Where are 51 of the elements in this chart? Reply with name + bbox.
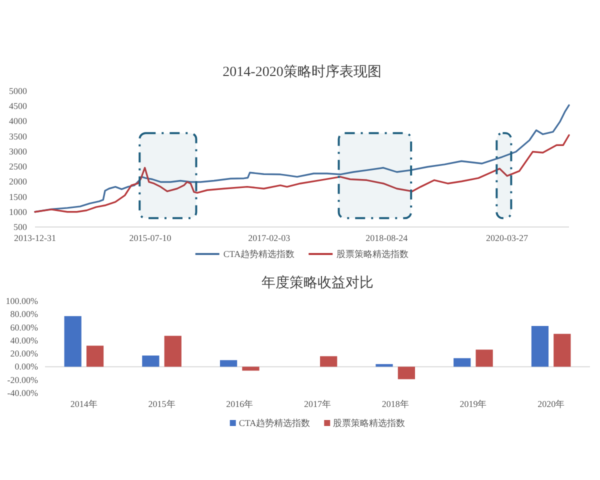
y-tick-label: 100.00% [6, 296, 38, 306]
x-tick-label: 2014年 [70, 399, 98, 409]
legend-label: CTA趋势精选指数 [238, 418, 310, 428]
bar [220, 360, 238, 367]
y-tick-label: 1500 [9, 192, 28, 202]
y-tick-label: 0.00% [14, 362, 38, 372]
bar [164, 336, 182, 367]
y-tick-label: 2500 [9, 162, 28, 172]
line-series [34, 104, 570, 213]
bar [86, 346, 104, 367]
legend-label: CTA趋势精选指数 [223, 249, 295, 259]
y-tick-label: 40.00% [10, 335, 38, 346]
bar [320, 356, 338, 367]
y-tick-label: 3500 [9, 131, 28, 142]
x-tick-label: 2020年 [538, 399, 565, 409]
x-tick-label: 2018年 [382, 399, 409, 409]
y-tick-label: 1000 [9, 206, 28, 217]
chart-title: 年度策略收益对比 [262, 275, 374, 291]
x-tick-label: 2018-08-24 [366, 233, 408, 243]
bar [476, 350, 493, 367]
x-tick-label: 2016年 [226, 399, 254, 409]
y-tick-label: -40.00% [7, 388, 38, 398]
y-tick-label: 3000 [9, 146, 28, 156]
bar [376, 364, 393, 367]
bar [454, 358, 471, 367]
bar [554, 334, 571, 367]
y-tick-label: 80.00% [10, 309, 38, 320]
y-tick-label: 4000 [9, 116, 28, 126]
y-tick-label: 5000 [9, 86, 28, 96]
y-tick-label: 60.00% [10, 322, 38, 332]
legend-label: 股票策略精选指数 [333, 418, 406, 428]
chart-title: 2014-2020策略时序表现图 [222, 64, 382, 80]
bar [398, 366, 416, 380]
y-tick-label: 2000 [9, 176, 28, 187]
line-series [34, 134, 570, 213]
x-tick-label: 2015年 [148, 399, 176, 409]
x-tick-label: 2020-03-27 [486, 233, 529, 243]
x-tick-label: 2013-12-31 [14, 233, 56, 243]
legend-label: 股票策略精选指数 [336, 249, 409, 259]
x-tick-label: 2019年 [460, 399, 487, 409]
x-tick-label: 2017年 [304, 399, 331, 409]
x-tick-label: 2015-07-10 [129, 233, 172, 243]
y-tick-label: 4500 [9, 101, 28, 112]
y-tick-label: 500 [14, 222, 28, 232]
bar [242, 366, 260, 371]
y-tick-label: 20.00% [10, 348, 38, 359]
y-tick-label: -20.00% [7, 374, 38, 385]
bar [142, 356, 160, 367]
bar [64, 316, 82, 367]
x-tick-label: 2017-02-03 [248, 233, 291, 243]
bar [531, 326, 549, 367]
